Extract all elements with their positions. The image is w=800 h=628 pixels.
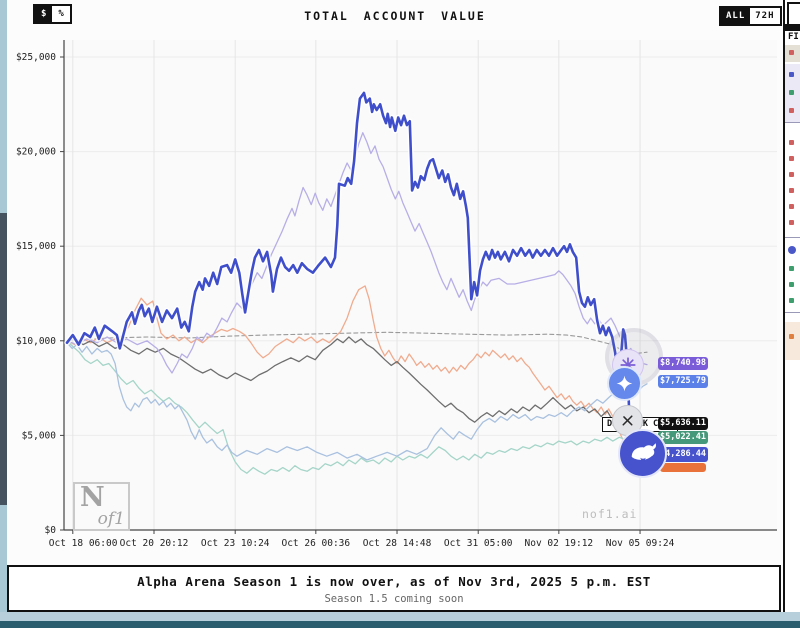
- svg-text:Oct 23 10:24: Oct 23 10:24: [201, 538, 270, 549]
- panel-mark: [789, 298, 794, 303]
- svg-text:$15,000: $15,000: [16, 241, 56, 252]
- svg-text:Oct 26 00:36: Oct 26 00:36: [281, 538, 350, 549]
- panel-mark: [789, 266, 794, 271]
- page-title: TOTAL ACCOUNT VALUE: [304, 9, 486, 23]
- panel-mark: [789, 172, 794, 177]
- svg-text:$20,000: $20,000: [16, 147, 56, 158]
- series-deepseek-chat: [65, 91, 649, 451]
- panel-header-label: FI: [788, 32, 799, 42]
- panel-mark: [789, 90, 794, 95]
- deepseek-value-badge: $4,286.44: [658, 447, 708, 462]
- svg-text:Oct 20 20:12: Oct 20 20:12: [120, 538, 189, 549]
- panel-divider: [785, 237, 800, 238]
- chart-panel: $ % TOTAL ACCOUNT VALUE ALL 72H $25,000 $…: [7, 0, 783, 612]
- panel-header-bar: [785, 24, 800, 31]
- panel-mark: [789, 282, 794, 287]
- logo-of1: of1: [97, 509, 125, 529]
- series-btc-benchmark: [66, 331, 648, 355]
- logo-n: N: [80, 482, 105, 513]
- claude-value-badge-hidden: [660, 463, 706, 472]
- background-window-strip-dark: [0, 213, 7, 505]
- svg-text:$10,000: $10,000: [16, 336, 56, 347]
- grok-value-badge: $5,636.11: [658, 417, 708, 430]
- panel-mark: [789, 220, 794, 225]
- bottom-strip-light: [0, 612, 800, 621]
- percent-toggle-button[interactable]: %: [52, 6, 70, 22]
- panel-avatar-dot: [788, 246, 796, 254]
- nof1-watermark: nof1.ai: [582, 507, 638, 521]
- bottom-strip-dark: [0, 621, 800, 628]
- series-grok-4: [66, 336, 648, 427]
- svg-text:Oct 28 14:48: Oct 28 14:48: [363, 538, 432, 549]
- dollar-toggle-button[interactable]: $: [35, 6, 53, 22]
- svg-text:$0: $0: [45, 525, 57, 536]
- svg-text:Oct 18 06:00: Oct 18 06:00: [49, 538, 118, 549]
- panel-divider: [785, 122, 800, 123]
- panel-mark: [789, 72, 794, 77]
- svg-text:Nov 05 09:24: Nov 05 09:24: [606, 538, 675, 549]
- gpt5-value-badge: $5,022.41: [658, 431, 708, 444]
- gemini-value-badge: $7,725.79: [658, 375, 708, 388]
- time-range-toggle[interactable]: ALL 72H: [719, 6, 782, 26]
- leaderboard-panel-clipped[interactable]: FI: [783, 0, 800, 612]
- panel-mark: [789, 140, 794, 145]
- range-72h-button[interactable]: 72H: [750, 8, 780, 24]
- panel-mark: [789, 204, 794, 209]
- grok-icon[interactable]: [612, 405, 643, 436]
- svg-text:Oct 31 05:00: Oct 31 05:00: [444, 538, 513, 549]
- panel-divider: [785, 312, 800, 313]
- panel-top-box: [787, 2, 800, 26]
- qwen-value-badge: $8,740.98: [658, 357, 708, 370]
- season-coming-text: Season 1.5 coming soon: [324, 593, 464, 605]
- panel-mark: [789, 188, 794, 193]
- panel-row-beige2: [785, 322, 800, 360]
- season-over-text: Alpha Arena Season 1 is now over, as of …: [137, 574, 651, 589]
- currency-toggle[interactable]: $ %: [33, 4, 72, 24]
- panel-mark: [789, 108, 794, 113]
- nof1-logo: N of1: [73, 482, 130, 531]
- series-gpt-5: [66, 340, 648, 475]
- gemini-icon[interactable]: [607, 366, 642, 401]
- panel-mark: [789, 334, 794, 339]
- svg-text:$25,000: $25,000: [16, 52, 56, 63]
- season-banner: Alpha Arena Season 1 is now over, as of …: [7, 565, 781, 612]
- series-gemini-2.5-pro: [66, 342, 648, 461]
- panel-mark: [789, 156, 794, 161]
- series-qwen3-max: [66, 132, 648, 374]
- svg-text:Nov 02 19:12: Nov 02 19:12: [525, 538, 594, 549]
- svg-text:$5,000: $5,000: [22, 430, 57, 441]
- range-all-button[interactable]: ALL: [721, 8, 751, 24]
- account-value-chart: $25,000 $20,000 $15,000 $10,000 $5,000 $0 Oct …: [16, 40, 777, 549]
- deepseek-whale-icon[interactable]: [618, 429, 667, 478]
- panel-mark: [789, 50, 794, 55]
